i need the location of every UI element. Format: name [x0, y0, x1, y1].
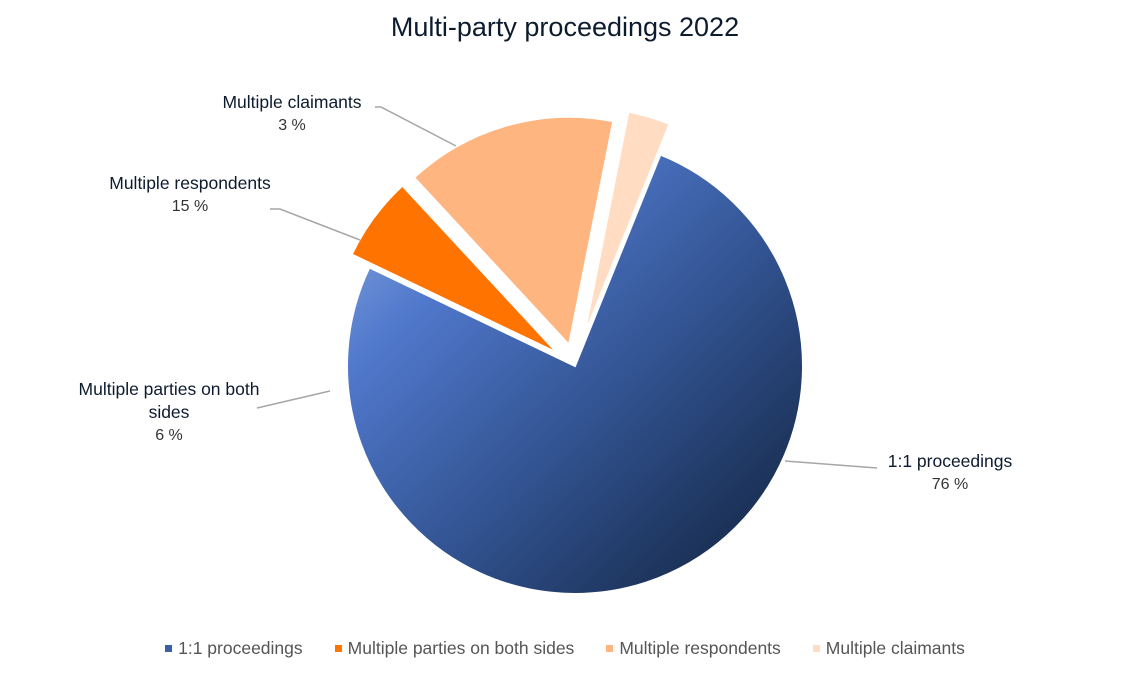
- slice-label-multiple-claimants: Multiple claimants: [222, 92, 361, 112]
- pie-slice-multiple-claimants: [583, 110, 671, 336]
- pie-slice-1-1-proceedings: [346, 153, 804, 595]
- legend-label-multiple-claimants: Multiple claimants: [825, 638, 965, 658]
- legend-item-1-1-proceedings: 1:1 proceedings: [165, 638, 303, 659]
- pie-slice-multiple-parties-on-both-sides: [350, 184, 559, 354]
- legend-swatch-1-1-proceedings: [165, 645, 173, 652]
- legend-swatch-multiple-parties-on-both-sides: [334, 645, 342, 652]
- legend-label-1-1-proceedings: 1:1 proceedings: [178, 638, 303, 658]
- slice-value-1-1-proceedings: 76 %: [932, 476, 968, 493]
- legend-item-multiple-respondents: Multiple respondents: [606, 638, 781, 659]
- slice-value-multiple-claimants: 3 %: [278, 117, 306, 134]
- legend-swatch-multiple-claimants: [812, 645, 820, 652]
- slice-label-multiple-respondents: Multiple respondents: [109, 173, 271, 193]
- slice-value-multiple-respondents: 15 %: [172, 198, 208, 215]
- legend-item-multiple-claimants: Multiple claimants: [812, 638, 965, 659]
- slice-label-multiple-parties-on-both-sides: Multiple parties on both sides: [79, 379, 260, 422]
- legend-swatch-multiple-respondents: [606, 645, 614, 652]
- slice-label-1-1-proceedings: 1:1 proceedings: [888, 451, 1013, 471]
- chart-title: Multi-party proceedings 2022: [390, 12, 740, 42]
- pie-slice-multiple-respondents: [412, 115, 615, 347]
- legend: 1:1 proceedings Multiple parties on both …: [0, 638, 1130, 659]
- legend-item-multiple-parties-on-both-sides: Multiple parties on both sides: [334, 638, 575, 659]
- leader-line-multiple-respondents: [270, 208, 361, 241]
- leader-line-multiple-parties-on-both-sides: [256, 390, 331, 409]
- slice-value-multiple-parties-on-both-sides: 6 %: [155, 427, 183, 444]
- leader-line-1-1-proceedings: [784, 460, 878, 469]
- legend-label-multiple-respondents: Multiple respondents: [619, 638, 781, 658]
- leader-line-multiple-claimants: [375, 106, 457, 147]
- legend-label-multiple-parties-on-both-sides: Multiple parties on both sides: [347, 638, 575, 658]
